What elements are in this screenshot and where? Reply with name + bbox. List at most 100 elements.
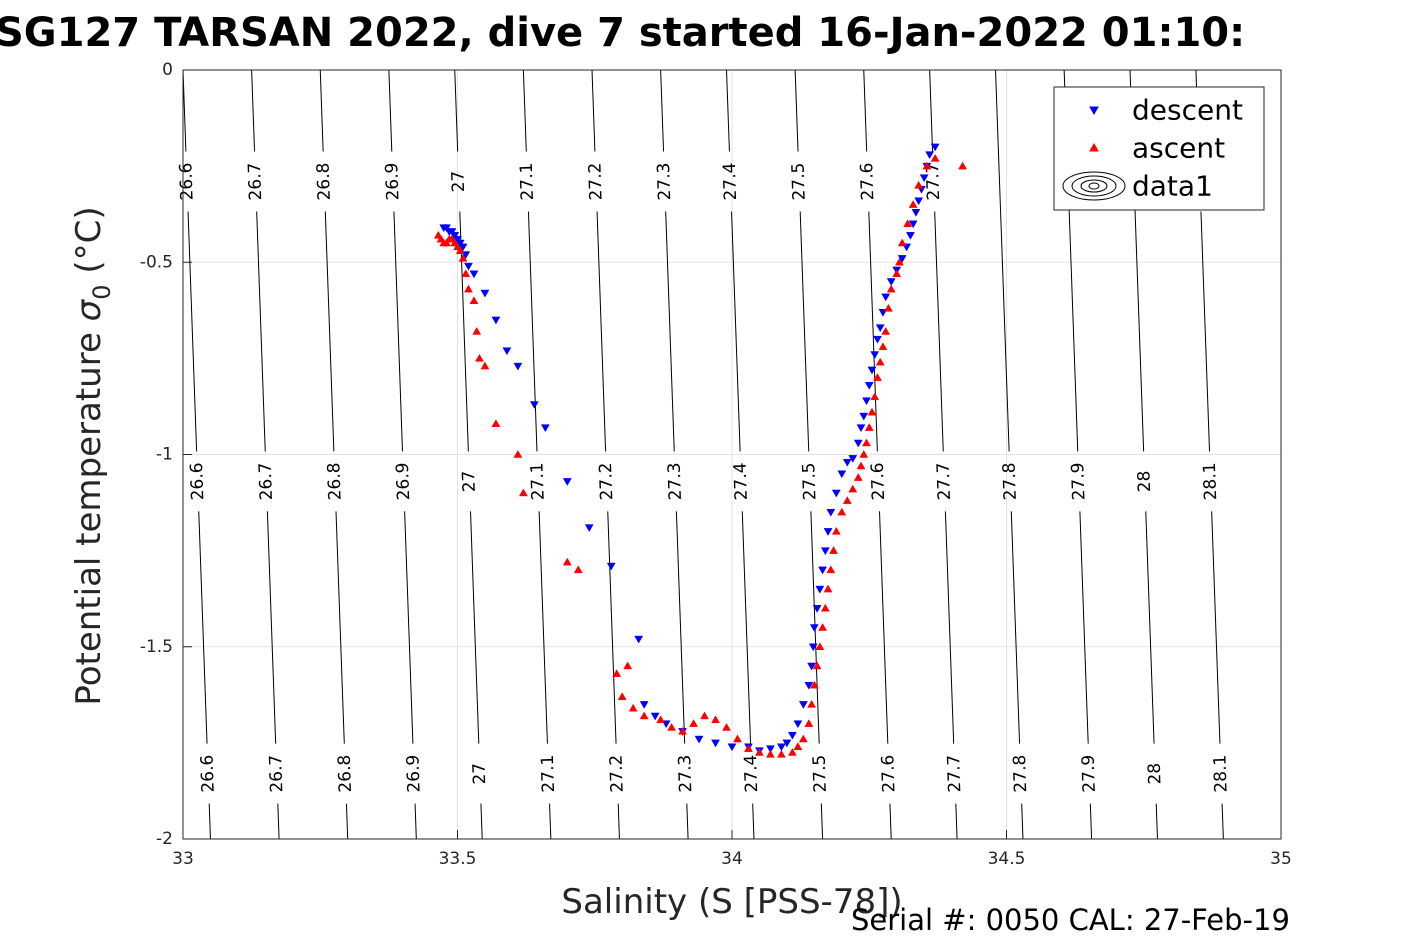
y-tick-label: -1.5 <box>140 637 173 657</box>
legend-swatch-contour <box>1088 182 1100 190</box>
ascent-point <box>755 747 764 756</box>
descent-point <box>562 478 572 486</box>
contour-line <box>617 803 620 840</box>
descent-point <box>639 701 649 709</box>
descent-point <box>823 528 833 536</box>
ascent-point <box>809 680 819 689</box>
ascent-point <box>826 565 836 574</box>
ascent-point <box>480 361 490 370</box>
descent-point <box>513 362 523 371</box>
ascent-point <box>823 584 833 593</box>
ascent-point <box>562 557 572 566</box>
contour-line <box>480 803 483 840</box>
contour-label: 27.4 <box>720 162 741 201</box>
contour-label: 27.8 <box>1000 462 1021 501</box>
descent-point <box>650 712 660 721</box>
ascent-point <box>848 484 858 493</box>
ascent-point <box>908 200 918 208</box>
ascent-point <box>892 269 902 278</box>
descent-point <box>469 270 479 279</box>
axis-ticks: 33 33.5 34 34.5 35 0 -0.5 -1 -1.5 -2 <box>140 60 1292 869</box>
descent-point <box>711 739 720 748</box>
descent-point <box>815 585 825 594</box>
descent-point <box>765 745 775 754</box>
contour-line <box>1021 803 1024 840</box>
ascent-point <box>461 269 471 278</box>
legend-entry-descent: descent <box>1132 94 1243 127</box>
descent-point <box>914 197 924 206</box>
ascent-point <box>914 180 924 189</box>
ascent-point <box>878 342 888 351</box>
descent-point <box>804 681 814 690</box>
contour-line <box>470 511 480 744</box>
descent-point <box>818 566 828 575</box>
ascent-point <box>513 449 523 458</box>
descent-point <box>862 397 871 406</box>
ascent-point <box>464 284 473 293</box>
contour-line <box>522 69 527 152</box>
descent-point <box>875 324 885 333</box>
contour-label: 26.8 <box>324 462 345 501</box>
ascent-point <box>656 715 666 724</box>
ascent-point <box>623 661 633 670</box>
descent-point <box>886 278 896 286</box>
ascent-point <box>862 438 871 447</box>
y-axis-label-subscript: 0 <box>88 284 116 299</box>
contour-line <box>1145 511 1155 744</box>
ascent-point <box>787 747 797 756</box>
contour-line <box>277 803 280 840</box>
descent-point <box>820 547 830 556</box>
contour-line <box>934 211 944 452</box>
ascent-point <box>903 219 913 228</box>
contour-line <box>549 803 552 840</box>
contour-line <box>198 511 208 744</box>
contour-label: 26.6 <box>187 462 208 501</box>
ascent-point <box>628 703 638 712</box>
contour-line <box>726 69 730 152</box>
ascent-point <box>439 238 449 247</box>
ascent-point <box>573 565 583 574</box>
x-tick-label: 33.5 <box>439 849 477 869</box>
contour-line <box>538 511 548 744</box>
contour-label: 27.6 <box>878 754 899 793</box>
contour-label: 27.1 <box>517 162 538 201</box>
contour-line <box>1089 803 1093 840</box>
descent-point <box>634 635 644 644</box>
y-tick-label: -2 <box>156 829 173 849</box>
descent-point <box>439 224 449 233</box>
ascent-point <box>897 238 907 247</box>
contour-label: 26.8 <box>335 754 356 793</box>
ascent-point <box>856 461 866 470</box>
contour-line <box>324 211 335 452</box>
contour-labels: 26.6 26.6 26.6 26.7 26.7 26.7 26.8 26.8 26.8 26.9… <box>176 162 1231 793</box>
contour-label: 26.9 <box>393 462 414 501</box>
contour-line <box>527 211 538 452</box>
ascent-point <box>853 473 863 481</box>
contour-line <box>256 211 266 452</box>
legend-swatch-ascent <box>1089 142 1099 152</box>
contour-line <box>454 69 459 152</box>
descent-point <box>826 508 836 517</box>
contour-label: 27.7 <box>923 162 944 201</box>
legend-entry-ascent: ascent <box>1132 132 1225 165</box>
descent-point <box>502 347 512 356</box>
ascent-point <box>864 423 874 431</box>
descent-point <box>897 255 907 263</box>
contour-line <box>868 211 878 452</box>
descent-point <box>793 720 803 729</box>
contour-label: 27 <box>469 762 490 784</box>
descent-point <box>782 739 792 748</box>
contour-label: 27.7 <box>944 754 965 793</box>
contour-label: 27.4 <box>731 462 752 501</box>
ascent-point <box>733 734 742 743</box>
descent-point <box>856 424 866 433</box>
contour-line <box>414 803 417 840</box>
descent-point <box>837 470 847 479</box>
legend-swatch-descent <box>1089 106 1099 116</box>
contour-line <box>794 69 799 152</box>
contour-line <box>345 803 349 840</box>
ascent-point <box>711 715 720 724</box>
ascent-point <box>667 722 677 731</box>
y-tick-label: -1 <box>156 445 173 465</box>
contour-line <box>251 69 256 152</box>
